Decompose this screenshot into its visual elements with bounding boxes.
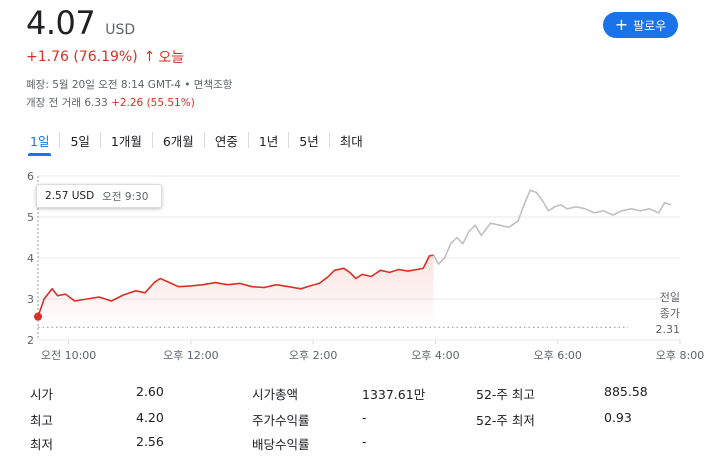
plus-icon: + (614, 15, 629, 34)
price-chart[interactable]: 2 3 4 5 6 오전 10:00 오후 12:00 오후 2:00 오후 4:00 오후 6:… (0, 165, 713, 365)
premarket-label: 개장 전 거래 (26, 97, 81, 109)
y-tick-label: 3 (27, 293, 34, 306)
tab-5d[interactable]: 5일 (70, 133, 90, 149)
stat-label: 배당수익률 (252, 437, 310, 452)
tab-divider (59, 132, 61, 148)
stat-label: 최고 (30, 413, 54, 428)
stat-label: 시가 (30, 387, 54, 402)
tab-divider (247, 132, 249, 148)
tab-6m[interactable]: 6개월 (162, 133, 194, 149)
previous-close: 전일 종가 2.31 (632, 290, 681, 338)
regular-session-area (38, 255, 434, 328)
tab-divider (328, 132, 330, 148)
currency-label: USD (105, 22, 136, 38)
tab-1y[interactable]: 1년 (258, 133, 279, 149)
price-change: +1.76 (76.19%) ↑ 오늘 (26, 47, 184, 67)
tab-divider (99, 132, 101, 148)
x-tick-label: 오후 4:00 (411, 349, 459, 362)
after-hours-series-line (432, 189, 672, 265)
stat-label: 시가총액 (252, 387, 299, 402)
tab-divider (151, 132, 153, 148)
stat-value: - (362, 410, 367, 425)
current-price: 4.07 (26, 4, 96, 42)
previous-close-label-2: 종가 (659, 307, 680, 320)
stat-value: 2.56 (136, 434, 164, 449)
change-period: 오늘 (158, 50, 185, 66)
tab-max[interactable]: 최대 (339, 133, 363, 149)
premarket-price: 6.33 (84, 97, 108, 109)
change-value: +1.76 (76.19%) (26, 49, 138, 65)
stat-label: 52-주 최저 (476, 413, 535, 428)
y-tick-label: 6 (27, 170, 34, 183)
price-header: 4.07 USD (26, 4, 135, 42)
y-tick-label: 4 (27, 252, 34, 265)
close-info: 폐장: 5월 20일 오전 8:14 GMT-4 • 면책조항 (26, 79, 233, 91)
stat-value: 0.93 (604, 410, 632, 425)
tab-ytd[interactable]: 연중 (214, 133, 238, 149)
hover-point (34, 312, 42, 321)
x-tick-label: 오전 10:00 (41, 349, 96, 362)
tab-1m[interactable]: 1개월 (110, 133, 142, 149)
chart-tooltip: 2.57 USD 오전 9:30 (36, 184, 162, 208)
premarket-info: 개장 전 거래 6.33 +2.26 (55.51%) (26, 95, 195, 110)
y-tick-label: 5 (27, 211, 34, 224)
tooltip-time: 오전 9:30 (102, 190, 149, 203)
stat-label: 주가수익률 (252, 413, 310, 428)
previous-close-value: 2.31 (655, 323, 681, 336)
y-tick-label: 2 (27, 334, 34, 347)
stat-value: - (362, 434, 367, 449)
arrow-up-icon: ↑ (143, 49, 156, 65)
stat-value: 885.58 (604, 384, 648, 399)
range-tabs: 1일 5일 1개월 6개월 연중 1년 5년 최대 (20, 126, 373, 156)
x-tick-label: 오후 12:00 (163, 349, 218, 362)
x-tick-label: 오후 6:00 (533, 349, 581, 362)
premarket-change: +2.26 (55.51%) (111, 97, 195, 109)
stat-value: 2.60 (136, 384, 164, 399)
previous-close-label-1: 전일 (659, 291, 680, 304)
follow-button[interactable]: + 팔로우 (603, 12, 678, 38)
stat-label: 최저 (30, 437, 54, 452)
stat-value: 1337.61만 (362, 387, 426, 402)
regular-series-line (37, 254, 434, 317)
x-tick-label: 오후 8:00 (656, 349, 704, 362)
tab-1d[interactable]: 1일 (20, 126, 59, 156)
stat-label: 52-주 최고 (476, 387, 535, 402)
tab-divider (288, 132, 290, 148)
stat-value: 4.20 (136, 410, 164, 425)
tooltip-price: 2.57 USD (45, 190, 95, 202)
follow-button-label: 팔로우 (633, 18, 667, 33)
tab-divider (203, 132, 205, 148)
x-tick-label: 오후 2:00 (289, 349, 337, 362)
tab-5y[interactable]: 5년 (299, 133, 319, 149)
